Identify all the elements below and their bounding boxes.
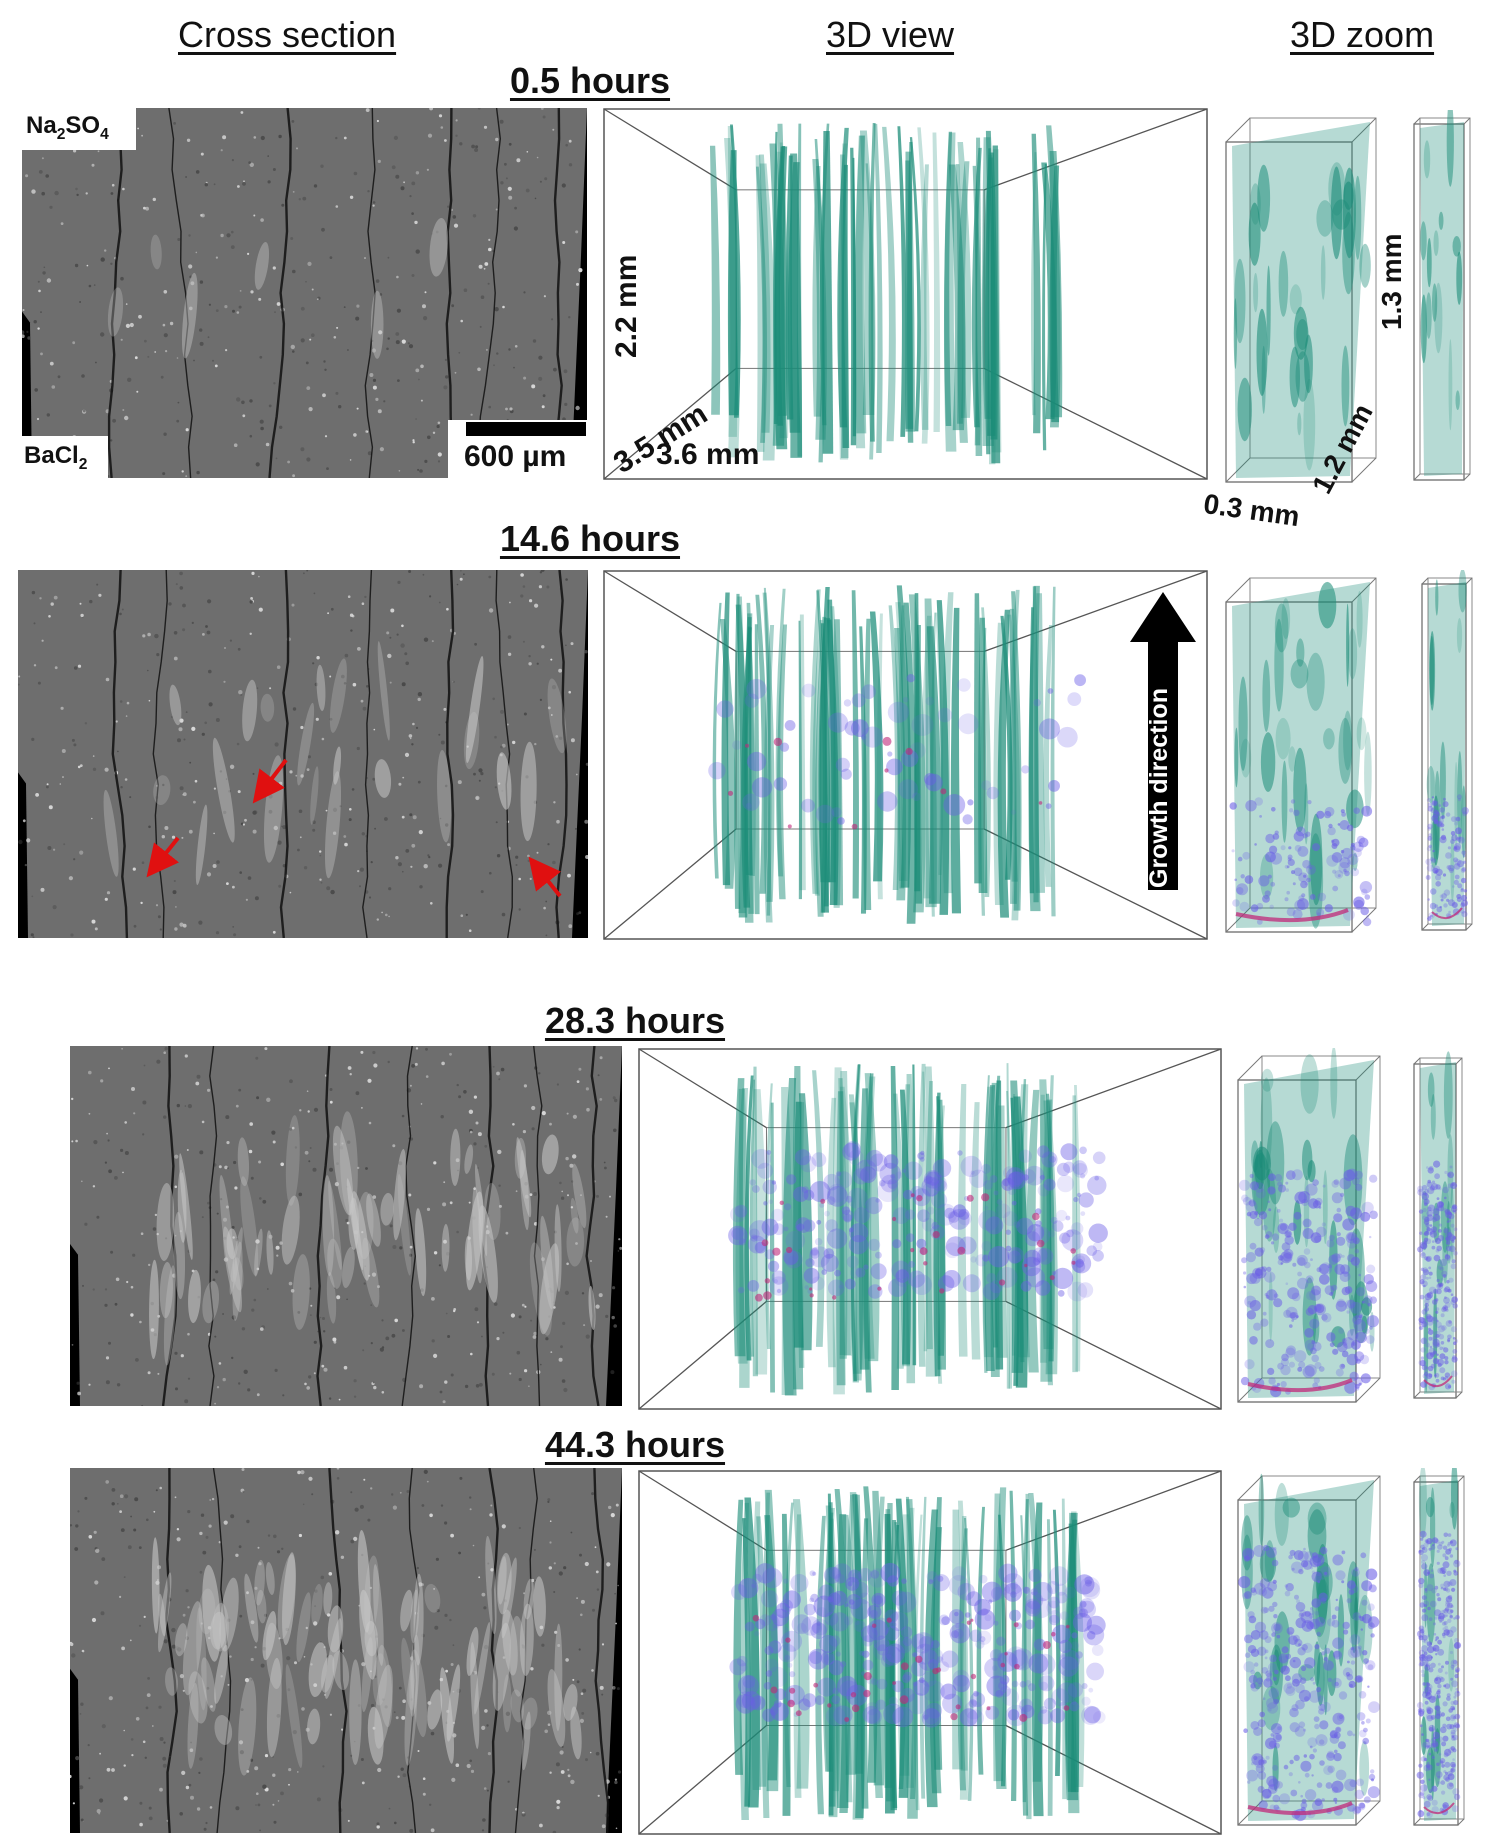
render-3d-view [603,108,1208,480]
render-3d-zoom [1234,1048,1384,1410]
timepoint-heading: 44.3 hours [544,1424,726,1465]
red-arrow-icon [146,836,180,878]
render-3d-view [603,570,1208,940]
timepoint-heading: 0.5 hours [509,60,671,101]
dimension-height-label: 2.2 mm [610,254,643,358]
cross-section-image [22,108,587,478]
growth-direction-arrow [1130,592,1196,890]
zoom-height-label: 1.3 mm [1376,233,1407,331]
red-arrow-icon [528,856,562,898]
column-heading-cross-section: Cross section [178,14,397,55]
timepoint-heading: 28.3 hours [544,1000,726,1041]
zoom-width-label: 0.3 mm [1201,488,1302,533]
render-3d-zoom [1234,1468,1384,1833]
render-3d-view [638,1470,1222,1835]
render-3d-zoom-side [1410,1050,1466,1406]
cross-section-image [70,1468,622,1833]
render-3d-zoom [1222,110,1380,490]
reagent-label-top: Na2SO4 [26,112,109,144]
scale-bar-label: 600 µm [464,440,567,473]
reagent-top-text: Na2SO4 [26,112,109,143]
reagent-bottom-text: BaCl2 [24,442,88,473]
render-3d-zoom-side [1418,570,1476,938]
render-3d-zoom-side [1410,1468,1468,1833]
column-heading-3d-zoom: 3D zoom [1290,14,1435,55]
dimension-width-label: 3.6 mm [656,438,760,471]
scale-bar [466,422,586,436]
timepoint-heading: 14.6 hours [499,518,681,559]
cross-section-image [18,570,588,938]
reagent-label-box [22,436,108,478]
cross-section-image [70,1046,622,1406]
highlight-arrows [146,758,562,898]
render-3d-zoom-side [1410,110,1474,488]
render-3d-view [638,1048,1222,1410]
render-3d-zoom [1222,570,1380,940]
reagent-label-box [22,108,136,150]
red-arrow-icon [252,758,288,804]
reagent-label-bottom: BaCl2 [24,442,87,474]
growth-direction-label: Growth direction [1145,688,1173,888]
column-heading-3d-view: 3D view [826,14,955,55]
